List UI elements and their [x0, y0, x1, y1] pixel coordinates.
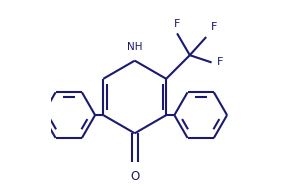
Text: O: O: [130, 170, 139, 183]
Text: F: F: [211, 23, 217, 33]
Text: F: F: [217, 57, 224, 68]
Text: NH: NH: [127, 42, 143, 52]
Text: F: F: [174, 19, 180, 29]
